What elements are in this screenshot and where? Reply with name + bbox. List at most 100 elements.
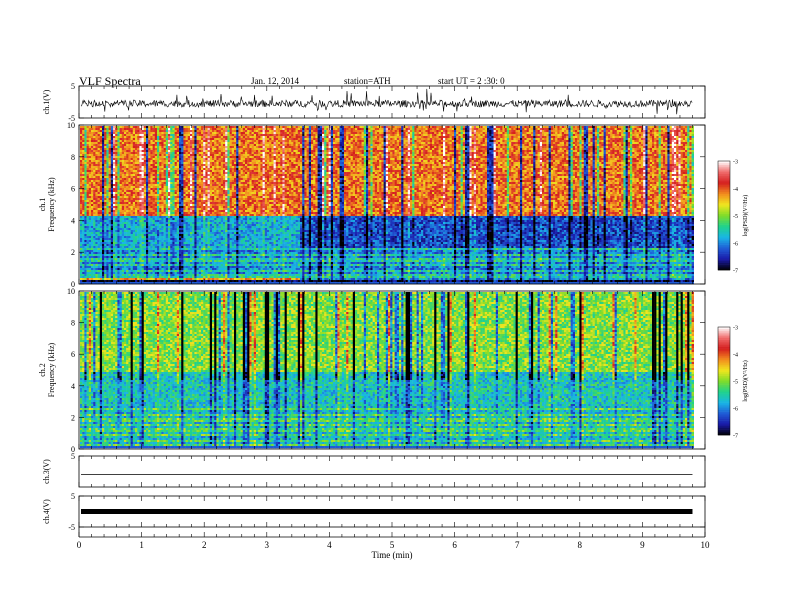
spectrogram-cell xyxy=(93,266,95,268)
spectrogram-cell xyxy=(98,214,100,216)
spectrogram-cell xyxy=(91,202,93,204)
spectrogram-cell xyxy=(93,204,95,206)
spectrogram-cell xyxy=(87,190,89,192)
spectrogram-cell xyxy=(82,176,84,178)
spectrogram-cell xyxy=(95,270,97,272)
spectrogram-cell xyxy=(89,228,91,230)
spectrogram-cell xyxy=(89,194,91,196)
spectrogram-cell xyxy=(89,158,91,160)
spectrogram-cell xyxy=(93,138,95,140)
spectrogram-cell xyxy=(95,216,97,218)
spectrogram-cell xyxy=(80,240,82,242)
spectrogram-cell xyxy=(89,172,91,174)
spectrogram-cell xyxy=(80,280,82,282)
spectrogram-cell xyxy=(93,148,95,150)
spectrogram-cell xyxy=(89,150,91,152)
spectrogram-cell xyxy=(87,154,89,156)
spectrogram-cell xyxy=(93,146,95,148)
spectrogram-cell xyxy=(84,262,86,264)
spectrogram-cell xyxy=(80,264,82,266)
spectrogram-cell xyxy=(98,236,100,238)
spectrogram-cell xyxy=(93,208,95,210)
spectrogram-cell xyxy=(89,262,91,264)
spectrogram-cell xyxy=(87,166,89,168)
spectrogram-cell xyxy=(102,156,104,158)
spectrogram-cell xyxy=(84,272,86,274)
spectrogram-cell xyxy=(84,160,86,162)
spectrogram-cell xyxy=(82,158,84,160)
spectrogram-cell xyxy=(95,192,97,194)
spectrogram-cell xyxy=(104,216,106,218)
spectrogram-cell xyxy=(82,192,84,194)
spectrogram-cell xyxy=(87,262,89,264)
spectrogram-cell xyxy=(80,138,82,140)
spectrogram-cell xyxy=(102,242,104,244)
spectrogram-cell xyxy=(104,238,106,240)
spectrogram-cell xyxy=(82,160,84,162)
spectrogram-cell xyxy=(91,224,93,226)
spectrogram-cell xyxy=(102,274,104,276)
spectrogram-cell xyxy=(84,126,86,128)
spectrogram-cell xyxy=(84,216,86,218)
spectrogram-cell xyxy=(95,140,97,142)
spectrogram-cell xyxy=(80,260,82,262)
spectrogram-cell xyxy=(95,272,97,274)
spectrogram-cell xyxy=(84,142,86,144)
spectrogram-cell xyxy=(80,180,82,182)
spectrogram-cell xyxy=(93,160,95,162)
spectrogram-cell xyxy=(91,262,93,264)
spectrogram-cell xyxy=(93,164,95,166)
spectrogram-cell xyxy=(89,210,91,212)
spectrogram-cell xyxy=(80,258,82,260)
spectrogram-cell xyxy=(82,230,84,232)
spectrogram-cell xyxy=(89,250,91,252)
spectrogram-cell xyxy=(93,168,95,170)
spectrogram-cell xyxy=(80,132,82,134)
spectrogram-cell xyxy=(84,202,86,204)
spectrogram-cell xyxy=(82,276,84,278)
spectrogram-cell xyxy=(95,220,97,222)
spectrogram-cell xyxy=(98,228,100,230)
spectrogram-cell xyxy=(84,224,86,226)
spectrogram-cell xyxy=(87,270,89,272)
spectrogram-cell xyxy=(104,230,106,232)
spectrogram-cell xyxy=(80,174,82,176)
spectrogram-cell xyxy=(91,172,93,174)
spectrogram-cell xyxy=(82,144,84,146)
spectrogram-cell xyxy=(80,192,82,194)
spectrogram-cell xyxy=(104,194,106,196)
spectrogram-cell xyxy=(84,168,86,170)
spectrogram-cell xyxy=(98,264,100,266)
spectrogram-cell xyxy=(104,170,106,172)
spectrogram-cell xyxy=(91,188,93,190)
spectrogram-cell xyxy=(80,190,82,192)
spectrogram-cell xyxy=(98,268,100,270)
spectrogram-cell xyxy=(84,204,86,206)
spectrogram-cell xyxy=(82,274,84,276)
spectrogram-cell xyxy=(104,226,106,228)
spectrogram-cell xyxy=(82,210,84,212)
spectrogram-cell xyxy=(98,244,100,246)
spectrogram-cell xyxy=(89,190,91,192)
spectrogram-cell xyxy=(104,256,106,258)
spectrogram-cell xyxy=(93,144,95,146)
spectrogram-cell xyxy=(95,238,97,240)
spectrogram-cell xyxy=(104,236,106,238)
spectrogram-cell xyxy=(100,220,102,222)
spectrogram-cell xyxy=(89,238,91,240)
spectrogram-cell xyxy=(102,168,104,170)
spectrogram-cell xyxy=(84,248,86,250)
spectrogram-cell xyxy=(80,126,82,128)
spectrogram-cell xyxy=(87,234,89,236)
spectrogram-cell xyxy=(82,266,84,268)
spectrogram-cell xyxy=(102,256,104,258)
spectrogram-cell xyxy=(93,242,95,244)
date-label: Jan. 12, 2014 xyxy=(251,76,299,86)
spectrogram-cell xyxy=(102,172,104,174)
spectrogram-cell xyxy=(87,264,89,266)
spectrogram-cell xyxy=(80,230,82,232)
spectrogram-cell xyxy=(84,164,86,166)
spectrogram-cell xyxy=(89,252,91,254)
spectrogram-cell xyxy=(84,244,86,246)
spectrogram-cell xyxy=(106,126,108,128)
